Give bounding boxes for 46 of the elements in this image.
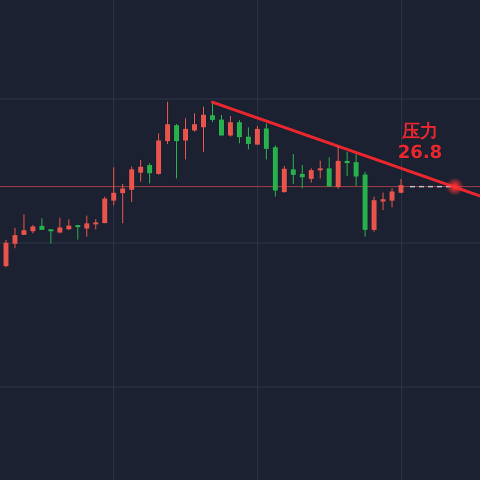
candlestick — [246, 126, 251, 150]
candlestick — [111, 166, 116, 206]
candlestick — [4, 239, 8, 268]
candlestick — [102, 196, 108, 224]
candlestick — [39, 218, 44, 231]
candlestick — [93, 218, 98, 230]
candlestick — [75, 224, 80, 240]
candlestick — [326, 156, 332, 188]
candlestick — [201, 106, 206, 152]
candlestick — [129, 166, 134, 203]
candlestick — [264, 122, 269, 160]
candlestick — [344, 151, 350, 177]
candlestick — [21, 214, 26, 236]
candlestick — [30, 224, 36, 234]
candlestick — [192, 112, 197, 132]
candlestick — [120, 184, 126, 224]
candlestick — [290, 154, 296, 185]
candlestick — [300, 164, 305, 189]
candlestick — [174, 124, 180, 179]
candlestick — [362, 171, 368, 238]
candlestick — [308, 168, 314, 184]
candlestick — [165, 101, 170, 145]
candlestick — [138, 159, 144, 182]
candlestick — [372, 196, 377, 232]
candlestick — [147, 162, 152, 184]
candlestick — [272, 144, 278, 198]
candlestick — [210, 102, 215, 123]
candlestick — [66, 218, 72, 231]
candlestick — [236, 120, 242, 144]
candlestick — [390, 188, 394, 208]
candlestick — [318, 160, 323, 179]
candlestick — [48, 229, 54, 244]
candlestick — [84, 215, 90, 238]
candlestick — [218, 114, 224, 136]
candlestick — [354, 154, 359, 186]
candlestick — [183, 118, 188, 160]
candlestick — [12, 227, 18, 249]
candlestick — [156, 132, 162, 176]
candlestick — [254, 126, 260, 146]
annotation: 压力 26.8 — [398, 121, 442, 163]
candlestick — [380, 192, 386, 210]
candlestick — [57, 217, 62, 234]
candlestick — [282, 165, 287, 194]
candlestick — [336, 145, 341, 190]
candlestick — [398, 178, 404, 194]
candlestick — [228, 116, 233, 138]
